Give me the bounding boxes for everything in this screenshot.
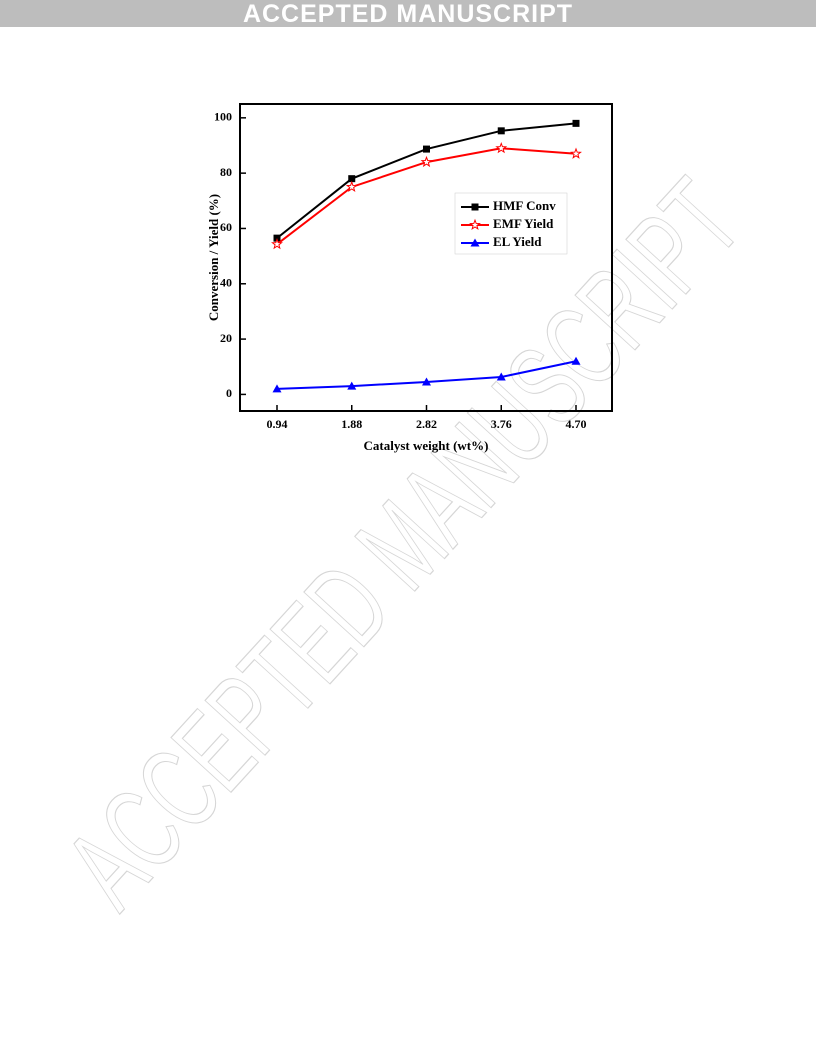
- data-point: [422, 377, 431, 386]
- data-point: [495, 142, 508, 154]
- x-axis-label: Catalyst weight (wt%): [364, 438, 489, 453]
- data-point: [272, 384, 282, 393]
- legend-label: EMF Yield: [493, 216, 554, 231]
- data-point: [347, 381, 357, 390]
- y-tick-label: 60: [220, 220, 232, 234]
- x-tick-label: 2.82: [416, 417, 437, 431]
- y-tick-label: 100: [214, 110, 232, 124]
- data-point: [497, 127, 505, 135]
- data-point: [348, 175, 356, 183]
- data-point: [420, 155, 433, 168]
- data-point: [345, 180, 358, 193]
- y-tick-label: 40: [220, 276, 232, 290]
- x-tick-label: 1.88: [341, 417, 362, 431]
- legend-label: EL Yield: [493, 234, 542, 249]
- data-point: [571, 356, 581, 365]
- legend-marker: [469, 218, 481, 231]
- legend-marker: [470, 238, 480, 247]
- watermark: ACCEPTED MANUSCRIPT: [41, 156, 766, 932]
- legend-marker: [471, 203, 479, 211]
- data-point: [496, 372, 506, 381]
- data-point: [572, 119, 580, 127]
- x-tick-label: 4.70: [566, 417, 587, 431]
- manuscript-banner: ACCEPTED MANUSCRIPT: [0, 0, 816, 28]
- y-axis-label: Conversion / Yield (%): [206, 194, 221, 321]
- x-tick-label: 0.94: [267, 417, 288, 431]
- y-tick-label: 80: [220, 165, 232, 179]
- data-point: [271, 237, 283, 250]
- x-tick-label: 3.76: [491, 417, 512, 431]
- data-point: [570, 147, 582, 159]
- y-tick-label: 0: [226, 386, 232, 400]
- data-point: [423, 145, 430, 153]
- legend-label: HMF Conv: [493, 198, 556, 213]
- y-tick-label: 20: [220, 331, 232, 345]
